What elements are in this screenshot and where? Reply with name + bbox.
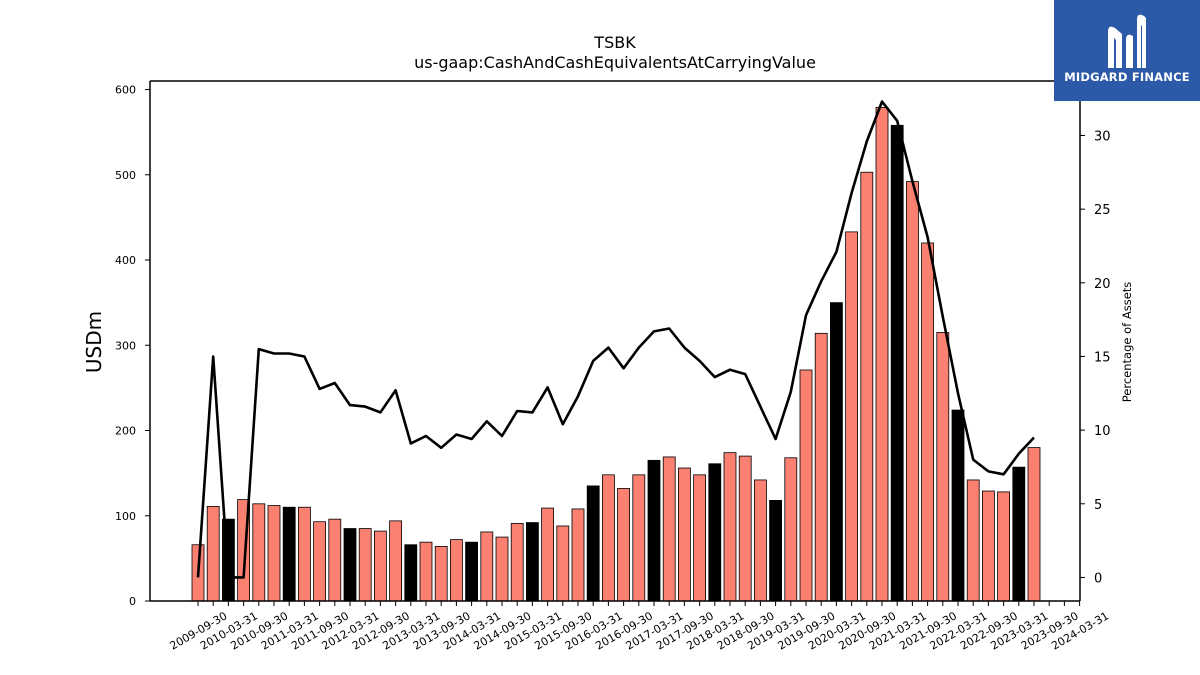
bar — [738, 455, 752, 602]
bar — [678, 467, 691, 602]
bar — [526, 522, 539, 602]
y2-tick-label: 30 — [1094, 130, 1111, 145]
axes — [149, 80, 1081, 602]
y2-tick-label: 10 — [1094, 424, 1111, 439]
bar — [252, 503, 266, 602]
bar — [784, 457, 798, 602]
bar — [343, 528, 357, 602]
y-tick-label: 400 — [115, 254, 136, 267]
bar — [814, 332, 828, 602]
percentage-line — [196, 100, 1035, 579]
y2-tick-label: 25 — [1094, 203, 1111, 218]
midgard-m-logo-icon — [1108, 14, 1146, 69]
bar — [449, 539, 463, 602]
y-tick-label: 200 — [115, 425, 136, 438]
bar — [693, 474, 706, 602]
bar — [860, 171, 874, 602]
bar — [389, 520, 403, 602]
bar — [571, 508, 585, 602]
bar — [313, 521, 327, 602]
y-axis-label: USDm — [82, 311, 106, 373]
bar — [206, 505, 220, 602]
y2-tick-label: 5 — [1094, 498, 1102, 513]
y-tick-label: 600 — [115, 84, 136, 97]
bar — [754, 479, 767, 602]
bar — [769, 500, 782, 602]
bar — [617, 488, 630, 602]
bar — [830, 302, 843, 602]
bar — [647, 459, 661, 602]
bar — [373, 530, 387, 602]
bar — [586, 485, 600, 602]
y-tick-label: 500 — [115, 169, 136, 182]
bar — [602, 474, 615, 602]
bar — [799, 369, 813, 602]
chart-title: TSBK — [593, 33, 636, 52]
bar — [495, 536, 509, 602]
bar — [906, 181, 919, 602]
bar — [936, 332, 950, 602]
bar — [966, 479, 980, 602]
bar — [845, 231, 858, 602]
bar — [358, 528, 372, 602]
y-tick-label: 100 — [115, 510, 136, 523]
bar — [875, 107, 889, 602]
bar — [921, 242, 934, 602]
bar — [1012, 466, 1026, 602]
bar — [510, 523, 524, 602]
midgard-finance-logo: MIDGARD FINANCE — [1054, 0, 1200, 101]
bar — [465, 541, 479, 602]
bar — [419, 541, 433, 602]
y2-axis-ticks: 0 5 10 15 20 25 30 — [1080, 130, 1111, 586]
bar — [541, 507, 554, 602]
bar — [282, 506, 296, 602]
bar — [556, 525, 570, 602]
bar — [1027, 447, 1041, 602]
bar — [267, 505, 281, 602]
bar — [328, 518, 342, 602]
chart-subtitle: us-gaap:CashAndCashEquivalentsAtCarrying… — [414, 53, 816, 72]
y-axis-ticks: 0 100 200 300 400 500 600 — [115, 84, 150, 608]
bar — [480, 531, 494, 602]
y-tick-label: 300 — [115, 339, 136, 352]
y2-tick-label: 15 — [1094, 350, 1111, 365]
line-series — [196, 100, 1035, 579]
x-axis-ticks: 2009-09-302010-03-312010-09-302011-03-31… — [168, 601, 1111, 653]
bar — [404, 544, 418, 602]
y2-tick-label: 20 — [1094, 277, 1111, 292]
bar — [982, 490, 995, 602]
bar — [662, 456, 676, 602]
bar — [723, 452, 737, 602]
bar — [708, 463, 722, 602]
bar — [997, 491, 1010, 602]
logo-text: MIDGARD FINANCE — [1064, 70, 1190, 84]
bar — [951, 409, 965, 602]
bar — [297, 506, 311, 602]
bar — [890, 124, 904, 602]
y2-axis-label: Percentage of Assets — [1120, 282, 1134, 403]
bar — [434, 546, 448, 602]
bar — [632, 474, 646, 602]
y-tick-label: 0 — [129, 595, 136, 608]
y2-tick-label: 0 — [1094, 571, 1102, 586]
